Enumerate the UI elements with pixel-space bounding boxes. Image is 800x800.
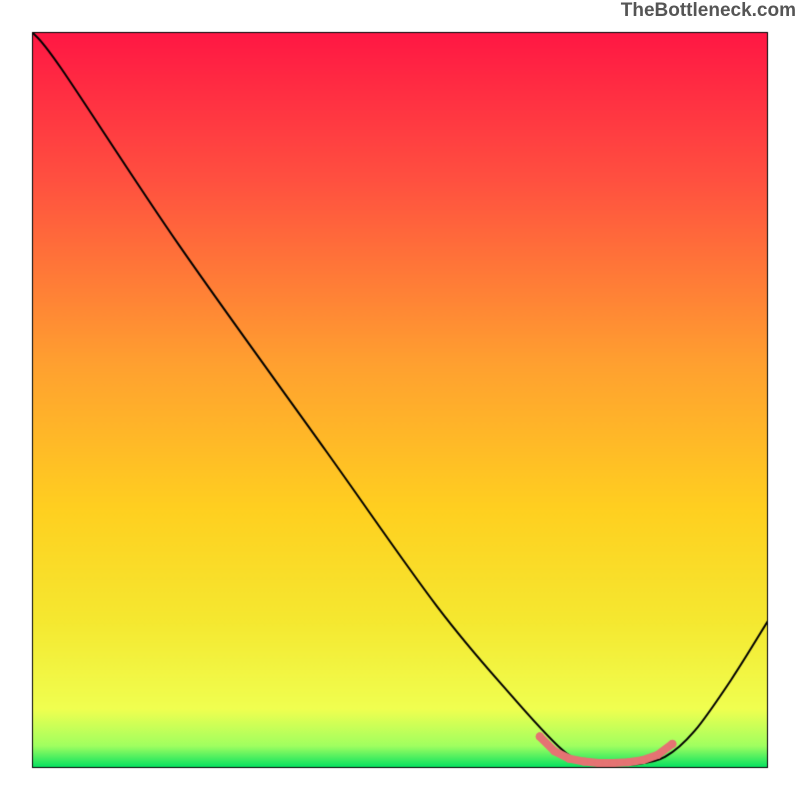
bottleneck-curve-chart: [0, 0, 800, 800]
attribution-label: TheBottleneck.com: [621, 0, 796, 22]
chart-container: TheBottleneck.com: [0, 0, 800, 800]
